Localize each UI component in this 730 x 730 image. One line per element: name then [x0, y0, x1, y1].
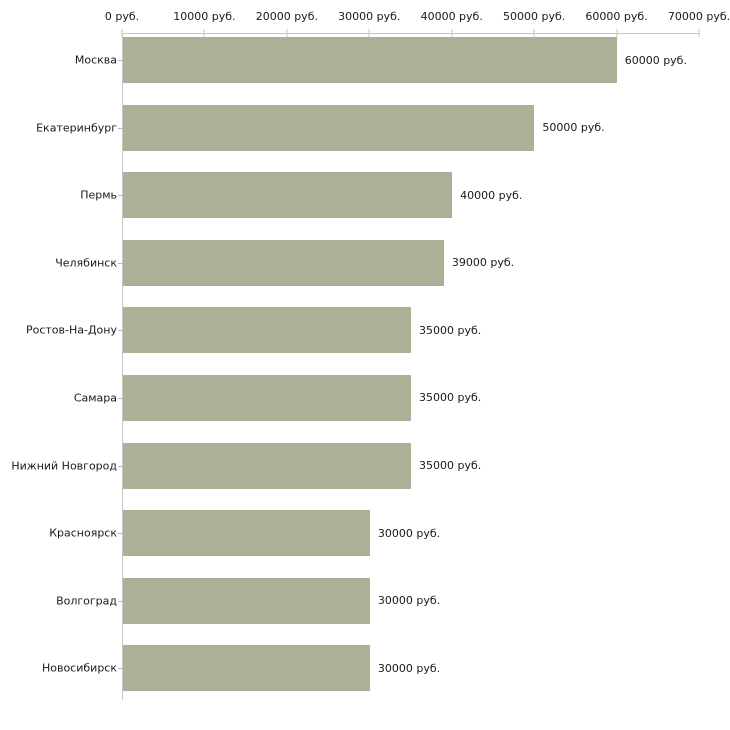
y-axis-label: Москва: [74, 53, 117, 67]
bar: [123, 374, 411, 421]
chart-row: Ростов-На-Дону 35000 руб.: [26, 304, 699, 372]
y-axis-tick: [118, 668, 123, 670]
bar-line: 60000 руб.: [123, 37, 699, 83]
x-axis-tick: [368, 29, 370, 37]
bar: [123, 577, 370, 624]
chart-row: Челябинск 39000 руб.: [55, 237, 699, 305]
bar: [123, 510, 370, 557]
x-axis-tick-label: 70000 руб.: [667, 10, 730, 23]
y-axis-label: Самара: [73, 391, 117, 405]
y-axis-tick: [118, 60, 123, 61]
bar-value-label: 35000 руб.: [419, 391, 482, 405]
bar-line: 39000 руб.: [123, 239, 699, 286]
x-axis-line: [122, 33, 700, 34]
x-axis-tick-label: 60000 руб.: [585, 10, 648, 23]
x-axis-tick-label: 30000 руб.: [338, 10, 401, 23]
bar-line: 40000 руб.: [123, 172, 699, 219]
y-axis-label: Новосибирск: [41, 661, 117, 675]
x-axis-tick-label: 40000 руб.: [420, 10, 483, 23]
y-axis-tick: [118, 330, 123, 332]
y-axis-label: Челябинск: [55, 256, 117, 270]
chart-row: Екатеринбург 50000 руб.: [36, 102, 699, 170]
x-axis: 0 руб. 10000 руб. 20000 руб. 30000 руб. 4000…: [105, 9, 730, 25]
bar-value-label: 50000 руб.: [542, 121, 605, 135]
y-axis-tick: [118, 195, 123, 197]
bar: [123, 307, 411, 354]
plot-area: Москва 60000 руб. Екатеринбург 50000 руб…: [11, 34, 699, 711]
chart-row: Красноярск 30000 руб.: [49, 507, 699, 575]
x-axis-tick-label: 20000 руб.: [255, 10, 318, 23]
y-axis-label: Волгоград: [56, 594, 117, 608]
bar-value-label: 30000 руб.: [377, 661, 441, 675]
x-axis-tick: [698, 29, 700, 37]
bar: [123, 442, 411, 489]
bar-line: 35000 руб.: [123, 374, 699, 421]
chart-row: Москва 60000 руб.: [75, 34, 699, 102]
chart-row: Волгоград 30000 руб.: [56, 575, 699, 643]
y-axis-tick: [118, 397, 123, 399]
y-axis-line: [122, 33, 123, 700]
bar-line: 30000 руб.: [123, 645, 699, 692]
y-axis-label: Пермь: [80, 188, 117, 202]
x-axis-tick: [121, 29, 123, 37]
bar-value-label: 40000 руб.: [460, 188, 523, 202]
y-axis-label: Екатеринбург: [36, 121, 117, 135]
bar-value-label: 60000 руб.: [624, 53, 687, 67]
bar-line: 30000 руб.: [123, 577, 699, 624]
y-axis-tick: [118, 262, 123, 264]
bar-line: 50000 руб.: [123, 104, 699, 151]
y-axis-tick: [118, 533, 123, 535]
x-axis-tick-label: 10000 руб.: [173, 10, 236, 23]
bar: [123, 645, 370, 692]
bar-value-label: 39000 руб.: [451, 256, 515, 270]
chart-row: Пермь 40000 руб.: [80, 169, 699, 237]
bar: [123, 239, 444, 286]
x-axis-tick: [616, 29, 618, 37]
y-axis-label: Красноярск: [49, 526, 117, 540]
y-axis-tick: [118, 600, 123, 602]
chart-row: Новосибирск 30000 руб.: [42, 642, 699, 710]
bar: [123, 104, 535, 151]
bar-line: 30000 руб.: [123, 510, 699, 557]
bar-line: 35000 руб.: [123, 307, 699, 354]
x-axis-tick: [203, 29, 205, 37]
bar-value-label: 30000 руб.: [377, 594, 441, 608]
chart-row: Самара 35000 руб.: [74, 372, 699, 440]
bar: [123, 37, 617, 83]
y-axis-label: Ростов-На-Дону: [25, 323, 117, 337]
y-axis-label: Нижний Новгород: [11, 459, 117, 473]
bar-value-label: 35000 руб.: [419, 459, 482, 473]
bar-line: 35000 руб.: [123, 442, 699, 489]
x-axis-tick-label: 50000 руб.: [503, 10, 566, 23]
chart-row: Нижний Новгород 35000 руб.: [11, 440, 699, 508]
y-axis-tick: [118, 465, 123, 467]
bar-value-label: 30000 руб.: [377, 526, 441, 540]
bar: [123, 172, 453, 219]
y-axis-tick: [118, 127, 123, 129]
bar-value-label: 35000 руб.: [419, 323, 482, 337]
x-axis-tick: [286, 29, 288, 37]
x-axis-tick: [451, 29, 453, 37]
x-axis-tick: [533, 29, 535, 37]
x-axis-tick-label: 0 руб.: [104, 10, 140, 23]
